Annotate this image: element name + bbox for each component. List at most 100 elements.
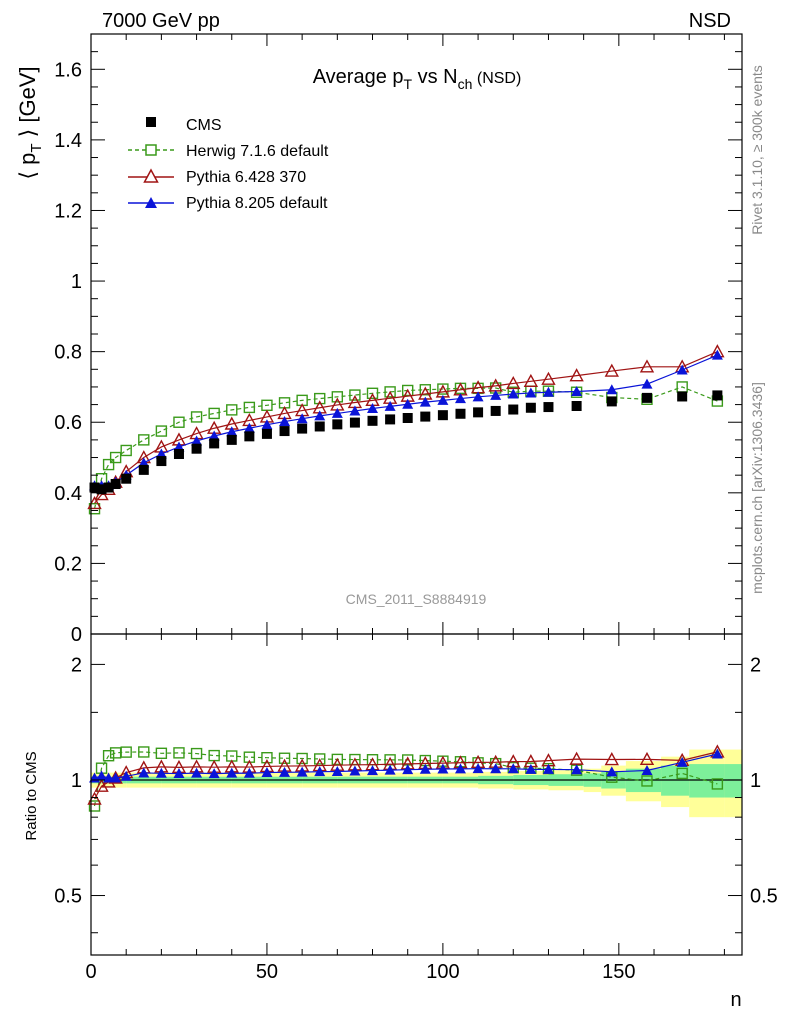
ratio-line-herwig [93,751,718,807]
ratio-point-pythia8 [173,768,185,779]
ratio-point-pythia8 [384,764,396,775]
ratio-point-pythia8 [261,766,273,777]
main-point-data [712,390,723,401]
ratio-point-pythia8 [191,767,203,778]
legend-label-pythia6: Pythia 6.428 370 [186,169,306,186]
ratio-point-pythia8 [507,763,519,774]
legend-label-data: CMS [186,117,222,134]
main-point-data [103,482,114,493]
ratio-ytick-label-right: 1 [750,770,761,792]
x-tick-label: 100 [426,961,459,983]
title-sub1: T [404,76,413,92]
main-ylabel-close: ⟩ [GeV] [15,66,40,143]
main-point-data [209,438,220,449]
ratio-point-pythia8 [155,767,167,778]
main-point-data [138,464,149,475]
main-point-herwig [437,383,449,395]
ratio-point-herwig [641,775,653,787]
main-line-pythia6 [94,351,718,504]
chart-title: Average pT vs Nch (NSD) [313,66,522,92]
main-point-data [89,482,100,493]
ratio-point-pythia8 [110,772,122,783]
main-point-pythia8 [676,364,688,375]
main-point-data [110,479,121,489]
ratio-point-pythia8 [571,764,583,775]
ratio-point-pythia8 [208,768,220,779]
ratio-ytick-label-right: 0.5 [750,886,778,908]
x-tick-label: 50 [256,961,278,983]
source-label: mcplots.cern.ch [arXiv:1306.3436] [749,382,765,594]
main-point-pythia8 [384,400,396,411]
legend-marker-pythia8 [145,197,157,208]
ratio-point-herwig [190,747,203,760]
main-point-pythia8 [208,430,220,441]
main-point-data [402,413,413,423]
main-point-data [279,426,290,437]
ratio-ytick-label: 0.5 [54,886,82,908]
ratio-point-herwig [676,767,688,780]
main-ylabel-sub: T [28,143,45,152]
ratio-point-pythia6 [604,752,619,766]
ratio-point-pythia6 [639,751,655,766]
ratio-point-pythia8 [367,765,379,776]
main-point-data [641,392,652,403]
main-point-pythia8 [419,396,431,407]
main-point-pythia8 [571,386,583,397]
main-point-herwig [102,458,115,471]
main-point-herwig [208,407,220,420]
main-ytick-label: 1.2 [54,200,82,222]
main-point-data [314,421,325,432]
x-axis-label: n [730,989,741,1011]
legend-label-herwig: Herwig 7.1.6 default [186,143,329,160]
main-point-pythia8 [711,349,723,360]
main-point-data [420,411,431,422]
main-point-data [244,431,255,442]
legend-marker-data [146,117,156,127]
main-ylabel-open: ⟨ p [15,153,40,180]
ratio-point-pythia8 [454,763,466,774]
main-point-herwig [173,416,185,428]
ratio-point-herwig [261,752,273,764]
main-point-herwig [384,386,396,398]
main-point-data [121,473,132,484]
main-point-data [571,401,582,411]
ratio-point-herwig [88,800,101,812]
ratio-point-pythia8 [490,763,502,774]
main-line-pythia8 [94,354,718,487]
ratio-point-herwig [102,750,115,762]
main-point-pythia6 [639,359,655,373]
main-point-pythia8 [525,387,537,398]
ratio-point-pythia6 [94,778,109,792]
main-ytick-label: 0 [71,624,82,646]
analysis-watermark: CMS_2011_S8884919 [346,591,487,607]
main-point-data [677,391,688,402]
svg-text:⟨ pT ⟩ [GeV]: ⟨ pT ⟩ [GeV] [15,66,45,179]
main-point-data [508,404,519,415]
ratio-ytick-label-right: 2 [750,654,761,676]
ratio-point-pythia8 [331,765,343,776]
main-point-data [455,408,466,419]
main-point-data [473,407,484,418]
ratio-band-inner [689,764,725,798]
main-point-pythia6 [506,375,521,390]
main-ytick-label: 0.6 [54,412,82,434]
main-point-pythia8 [138,457,150,468]
ratio-point-pythia8 [296,766,308,777]
main-point-herwig [402,384,414,397]
main-point-data [437,410,448,421]
main-point-data [261,428,272,439]
main-point-pythia8 [226,426,238,437]
main-point-pythia8 [454,393,466,404]
main-point-pythia8 [155,448,167,459]
ratio-point-pythia8 [472,763,484,774]
main-line-herwig [93,386,718,509]
main-point-data [525,402,536,413]
ratio-point-herwig [331,753,344,766]
main-point-herwig [331,391,344,403]
legend: CMS Herwig 7.1.6 default Pythia 6.428 37… [128,117,329,212]
main-ytick-label: 1.4 [54,130,82,152]
legend-marker-herwig [145,144,157,156]
main-point-data [367,415,378,426]
ratio-point-pythia8 [641,765,653,776]
main-point-data [173,449,184,459]
